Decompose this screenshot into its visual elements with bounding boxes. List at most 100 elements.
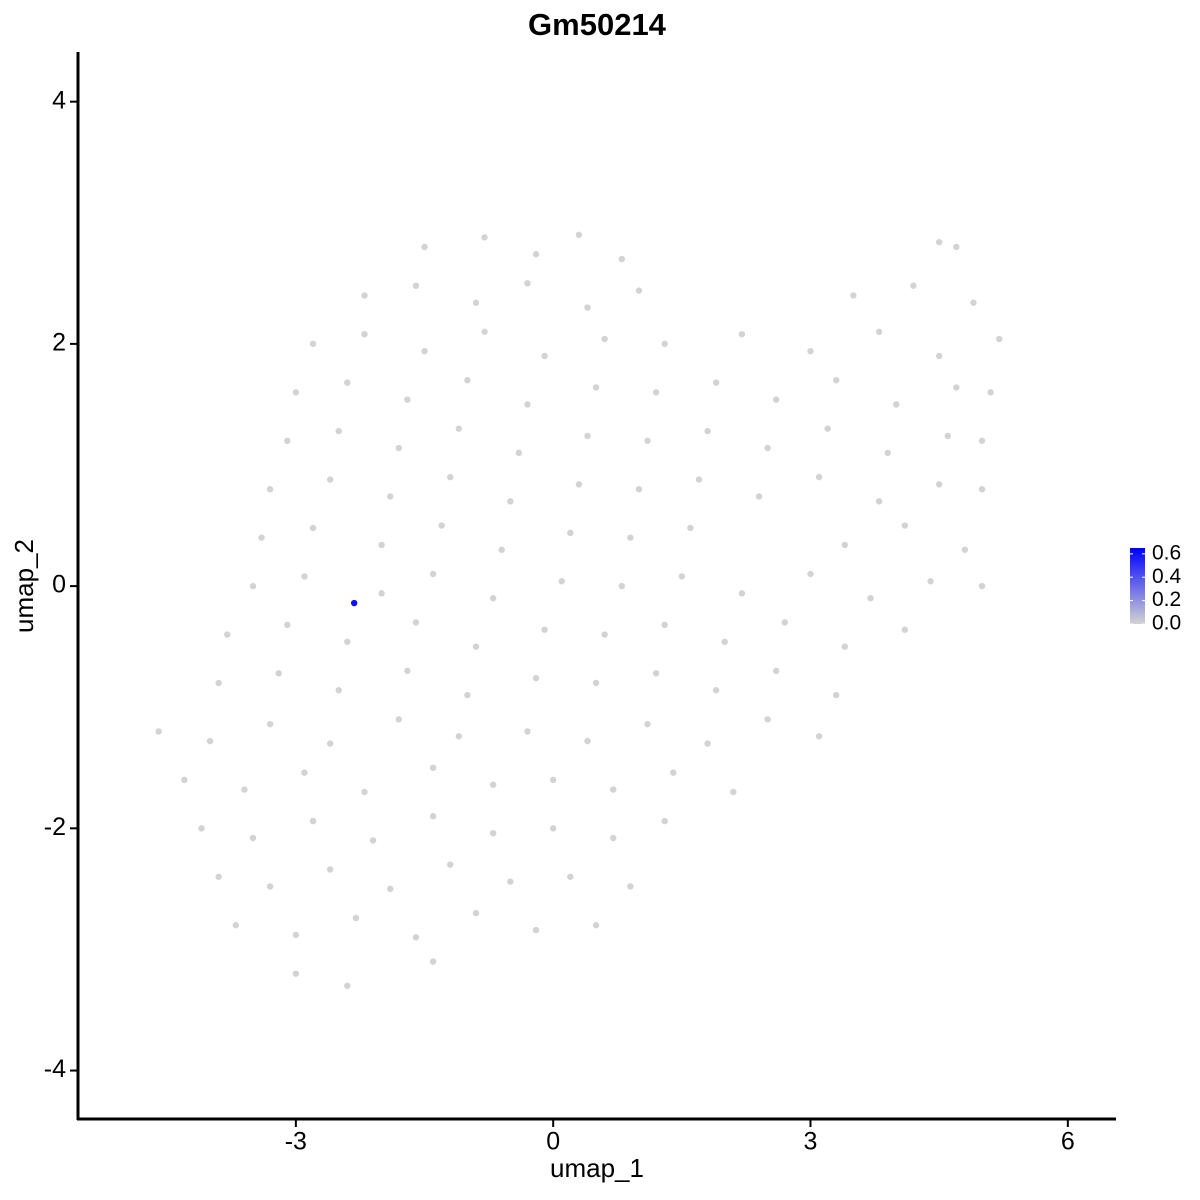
point [833,377,840,384]
point [429,570,437,578]
point [472,643,480,650]
point [387,493,394,500]
point [549,776,557,784]
point [867,595,874,602]
colorbar [1130,548,1145,624]
point [412,934,420,941]
point [498,546,505,553]
point [455,425,463,432]
point [352,914,360,922]
point [978,437,986,444]
point [953,243,960,251]
point [978,486,986,493]
point [395,716,402,723]
point [361,330,368,338]
point [978,582,986,590]
y-tick-label: 0 [52,571,66,599]
y-axis-title: umap_2 [9,539,39,633]
point [935,481,943,488]
point [584,304,591,311]
point [489,829,497,837]
colorbar-label: 0.0 [1152,612,1181,635]
point [344,379,351,386]
point [361,292,368,299]
point [584,737,591,745]
point [215,679,222,687]
point [292,970,300,977]
point [412,619,420,626]
y-tick-label: -4 [44,1055,66,1083]
point [215,873,222,880]
point [481,234,488,241]
point [644,720,651,728]
point [515,449,523,457]
point [712,687,720,694]
point [335,427,342,435]
point [232,922,240,929]
point [610,786,617,793]
point [344,982,351,989]
points [155,231,1003,989]
point [335,687,342,694]
colorbar-label: 0.4 [1152,565,1182,588]
point [266,720,274,728]
point [687,524,694,532]
point [772,396,780,403]
point [224,631,231,638]
point [412,282,420,289]
point [266,883,274,890]
point [996,335,1003,343]
point [421,347,428,355]
point [833,691,840,699]
point [575,231,583,239]
point [850,292,857,299]
point [326,740,334,747]
point [378,541,385,549]
point [618,582,626,590]
point [627,883,634,890]
point [284,621,291,629]
point [627,534,634,541]
point [532,926,540,934]
point [378,590,385,597]
point [567,873,574,880]
point [730,788,737,796]
point [181,776,188,784]
point [284,437,291,444]
point [670,769,677,776]
point [738,330,746,338]
chart-title: Gm50214 [528,7,667,42]
point [601,335,608,343]
point [807,347,814,355]
point [738,590,746,597]
point [249,834,257,842]
point [592,679,600,687]
point [326,476,334,483]
point [901,626,909,633]
y-tick-label: 4 [52,86,66,114]
point [704,427,711,435]
y-tick-label: 2 [52,328,66,356]
point [721,638,728,646]
point [781,619,788,626]
point [644,437,651,444]
point [558,578,565,585]
point [326,866,334,873]
point [635,287,643,294]
point [961,546,969,553]
point [567,529,574,537]
point [369,837,377,844]
point [541,626,548,633]
point [155,728,162,735]
point [206,737,214,745]
point [258,534,265,541]
point [198,825,205,832]
point [661,340,668,348]
point [404,667,411,675]
point [935,238,943,246]
x-tick-label: -3 [285,1128,307,1156]
point [429,813,437,820]
x-tick-label: 0 [546,1128,560,1156]
point [901,522,909,529]
